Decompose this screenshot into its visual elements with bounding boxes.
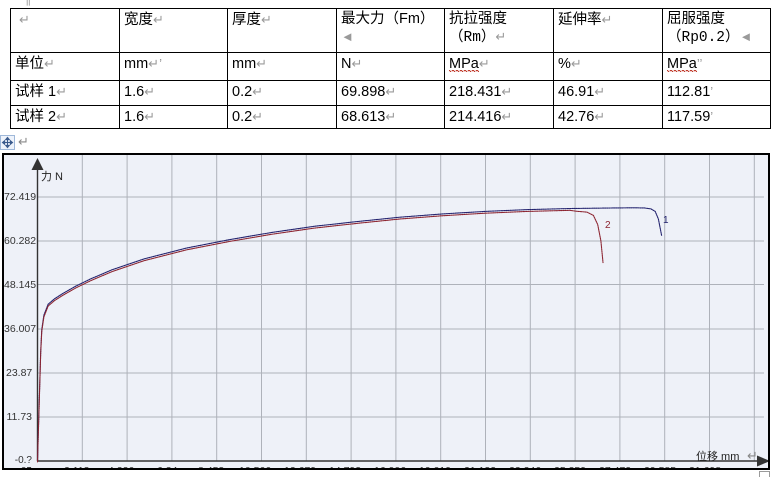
svg-text:2: 2 <box>605 220 611 231</box>
svg-text:1: 1 <box>663 215 669 226</box>
